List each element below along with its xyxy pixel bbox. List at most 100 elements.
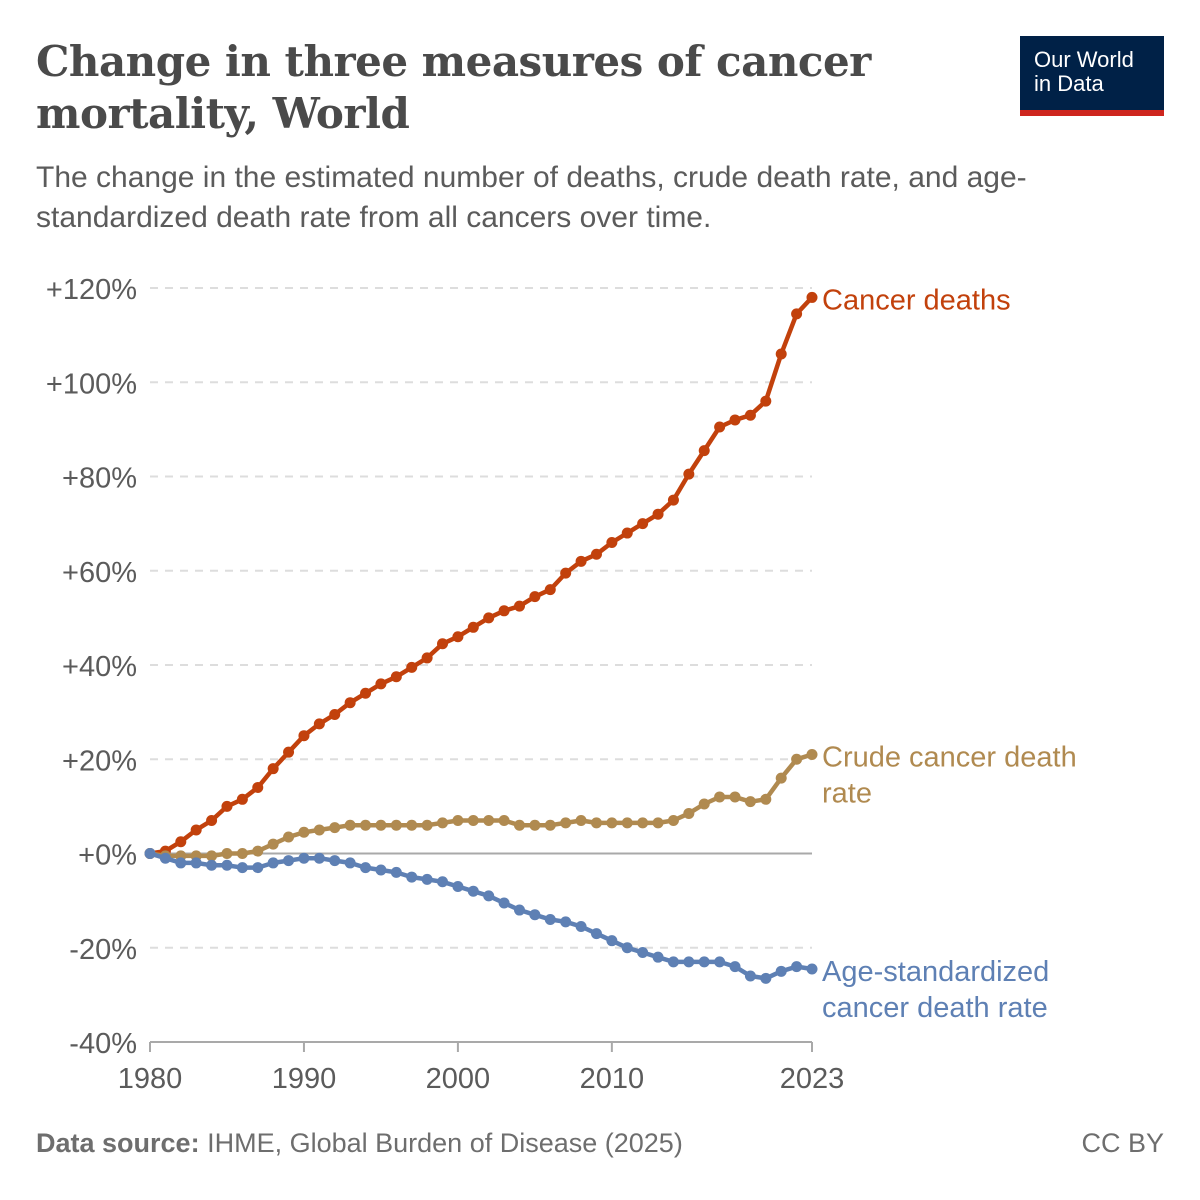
data-point [544, 584, 556, 596]
data-point [775, 965, 787, 977]
data-point [483, 612, 495, 624]
x-tick-label: 2000 [426, 1063, 491, 1095]
data-point [791, 961, 803, 973]
data-point [652, 508, 664, 520]
data-point [498, 815, 510, 827]
data-point [698, 956, 710, 968]
data-point [544, 819, 556, 831]
data-point [236, 862, 248, 874]
data-point [652, 817, 664, 829]
data-point [452, 880, 464, 892]
data-point [206, 859, 218, 871]
y-tick-label: +20% [62, 745, 137, 777]
data-point [190, 857, 202, 869]
data-point [637, 946, 649, 958]
data-point [483, 815, 495, 827]
data-point [498, 897, 510, 909]
data-point [775, 348, 787, 360]
x-tick-label: 1980 [118, 1063, 183, 1095]
y-tick-label: +60% [62, 557, 137, 589]
data-point [421, 652, 433, 664]
data-point [621, 817, 633, 829]
data-point [513, 904, 525, 916]
data-point [344, 697, 356, 709]
data-point [791, 753, 803, 765]
data-point [744, 970, 756, 982]
data-point [375, 678, 387, 690]
data-point [590, 928, 602, 940]
data-point [252, 782, 264, 794]
data-point [606, 935, 618, 947]
data-point [236, 793, 248, 805]
data-point [206, 850, 218, 862]
data-point [344, 857, 356, 869]
logo-line-2: in Data [1034, 71, 1104, 96]
chart-title: Change in three measures of cancer morta… [36, 37, 871, 138]
data-source-text[interactable]: IHME, Global Burden of Disease (2025) [207, 1128, 683, 1158]
data-point [806, 963, 818, 975]
data-point [267, 763, 279, 775]
x-tick-label: 1990 [272, 1063, 337, 1095]
series-line-0 [147, 295, 815, 856]
data-point [560, 817, 572, 829]
data-point [298, 826, 310, 838]
data-point [575, 815, 587, 827]
data-point [283, 831, 295, 843]
data-point [190, 824, 202, 836]
license-link[interactable]: CC BY [1081, 1128, 1164, 1158]
y-tick-label: +120% [46, 274, 137, 306]
data-point [667, 956, 679, 968]
data-point [421, 819, 433, 831]
x-tick-label: 2010 [580, 1063, 645, 1095]
data-point [806, 749, 818, 761]
data-point [606, 536, 618, 548]
owid-logo[interactable]: Our World in Data [1020, 36, 1164, 116]
data-point [775, 772, 787, 784]
data-point [175, 857, 187, 869]
data-point [221, 800, 233, 812]
data-point [452, 631, 464, 643]
data-point [406, 661, 418, 673]
data-point [406, 871, 418, 883]
x-tick-label: 2023 [780, 1063, 845, 1095]
data-point [313, 824, 325, 836]
y-tick-label: +100% [46, 368, 137, 400]
data-point [390, 866, 402, 878]
data-point [652, 951, 664, 963]
data-point [437, 817, 449, 829]
y-tick-label: -20% [69, 934, 137, 966]
series-label: Age-standardized cancer death rate [822, 956, 1049, 1024]
data-point [760, 972, 772, 984]
data-point [159, 852, 171, 864]
series-label-line: rate [822, 778, 872, 810]
data-point [206, 815, 218, 827]
data-point [452, 815, 464, 827]
data-point [267, 857, 279, 869]
data-point [714, 956, 726, 968]
data-point [760, 793, 772, 805]
data-point [590, 548, 602, 560]
data-point [560, 916, 572, 928]
data-point [683, 807, 695, 819]
data-point [606, 817, 618, 829]
data-point [529, 909, 541, 921]
data-point [744, 409, 756, 421]
data-point [513, 600, 525, 612]
data-point [729, 791, 741, 803]
data-point [683, 468, 695, 480]
data-point [698, 445, 710, 457]
data-point [513, 819, 525, 831]
data-point [621, 527, 633, 539]
data-point [529, 819, 541, 831]
series-label-line: Cancer deaths [822, 284, 1011, 316]
series-label-line: Crude cancer death [822, 742, 1077, 774]
data-point [637, 817, 649, 829]
series-line-2 [147, 851, 815, 981]
data-point [729, 414, 741, 426]
data-point [283, 746, 295, 758]
logo-accent-bar [1020, 110, 1164, 116]
logo-line-1: Our World [1034, 47, 1134, 72]
data-point [760, 395, 772, 407]
data-point [744, 796, 756, 808]
